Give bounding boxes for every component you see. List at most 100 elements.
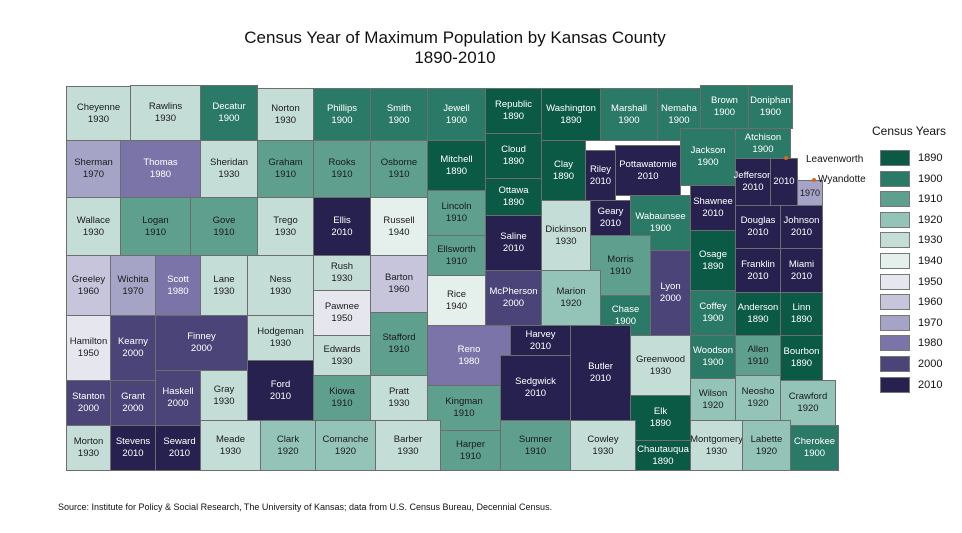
county-year: 1890	[560, 114, 582, 126]
county-name: Decatur	[212, 101, 246, 112]
county-sheridan: Sheridan 1930	[200, 140, 258, 198]
county-name: Thomas	[143, 157, 178, 168]
county-coffey: Coffey 1900	[690, 290, 736, 336]
county-name: Johnson	[783, 215, 820, 226]
county-year: 1930	[154, 113, 177, 124]
county-name: Greenwood	[635, 353, 686, 365]
county-callout-label: Wyandotte	[818, 174, 866, 185]
county-year: 1970	[799, 188, 821, 198]
county-name: Harper	[455, 438, 486, 450]
county-scott: Scott 1980	[155, 255, 201, 316]
county-year: 1940	[445, 300, 468, 312]
county-year: 1890	[502, 197, 525, 208]
legend-swatch	[880, 356, 910, 372]
county-year: 1970	[122, 285, 144, 297]
county-year: 2010	[589, 373, 612, 384]
county-year: 1900	[445, 114, 468, 126]
legend-item: 1960	[880, 294, 942, 311]
legend-label: 1900	[918, 172, 943, 185]
county-year: 1980	[458, 355, 480, 367]
county-year: 2010	[269, 390, 292, 402]
county-jefferson: Jefferson 2010	[734, 158, 772, 206]
county-year: 1960	[388, 284, 410, 295]
county-name: Ness	[269, 273, 292, 285]
county-kiowa: Kiowa 1910	[313, 375, 371, 421]
county-ford: Ford 2010	[247, 360, 314, 421]
county-name: Brown	[711, 95, 738, 106]
county-year: 1900	[752, 143, 774, 155]
county-year: 1900	[668, 114, 690, 126]
county-douglas: Douglas 2010	[735, 205, 781, 249]
county-year: 2010	[790, 270, 813, 282]
county-year: 2010	[529, 340, 552, 352]
county-name: Franklin	[741, 258, 775, 270]
county-year: 1960	[77, 285, 100, 297]
county-reno: Reno 1980	[427, 325, 511, 386]
county-name: Jewell	[443, 102, 470, 114]
county-name: Wabaunsee	[635, 211, 686, 222]
legend-label: 1940	[918, 255, 943, 267]
county-year: 1890	[445, 165, 468, 177]
county-year: 2010	[589, 175, 612, 187]
county-name: Nemaha	[661, 102, 697, 114]
county-logan: Logan 1910	[120, 197, 191, 256]
county-phillips: Phillips 1900	[313, 88, 371, 141]
legend-item: 1980	[880, 335, 942, 352]
county-name: Montgomery	[690, 433, 743, 445]
county-marion: Marion 1920	[541, 270, 601, 326]
county-stanton: Stanton 2000	[66, 380, 111, 426]
county-year: 1930	[82, 226, 105, 238]
county-haskell: Haskell 2000	[155, 370, 201, 426]
county-ottawa: Ottawa 1890	[485, 178, 542, 216]
county-year: 1970	[82, 169, 105, 180]
county-stevens: Stevens 2010	[110, 425, 156, 471]
county-year: 1900	[759, 107, 782, 118]
county-year: 2000	[77, 403, 100, 414]
county-year: 1950	[77, 348, 100, 359]
legend-label: 2000	[918, 358, 943, 370]
county-name: Barber	[393, 433, 423, 445]
county-year: 1900	[218, 113, 240, 124]
county-year: 1900	[388, 114, 410, 126]
county-anderson: Anderson 1890	[735, 292, 781, 336]
county-name: Meade	[215, 433, 246, 445]
county-year: 1890	[552, 170, 575, 182]
county-name: Greeley	[71, 273, 106, 285]
county-year: 1930	[331, 355, 353, 367]
county-name: Smith	[386, 102, 412, 114]
county-norton: Norton 1930	[257, 88, 314, 141]
county-name: Morris	[607, 253, 634, 265]
callout-dot	[784, 156, 788, 160]
county-year: 1910	[524, 445, 547, 457]
county-name: Shawnee	[693, 196, 733, 207]
legend-swatch	[880, 294, 910, 311]
county-name: Stevens	[115, 436, 151, 447]
county-name: Clay	[553, 158, 573, 170]
map-title: Census Year of Maximum Population by Kan…	[244, 28, 666, 47]
county-ellsworth: Ellsworth 1910	[427, 235, 486, 276]
county-thomas: Thomas 1980	[120, 140, 201, 198]
county-year: 1910	[747, 355, 769, 367]
county-name: Osborne	[380, 157, 418, 168]
county-year: 1910	[445, 213, 468, 224]
county-name: McPherson	[489, 286, 538, 297]
legend-swatch	[880, 314, 910, 331]
county-mcpherson: McPherson 2000	[485, 270, 542, 326]
county-name: Chautauqua	[637, 443, 689, 455]
county-johnson: Johnson 2010	[780, 205, 823, 249]
legend-item: 1970	[880, 314, 942, 331]
county-year: 1890	[790, 314, 813, 325]
county-lyon: Lyon 2000	[650, 250, 691, 336]
county-comanche: Comanche 1920	[315, 420, 376, 471]
county-name: Jackson	[690, 145, 726, 156]
county-year: 1930	[87, 113, 110, 125]
county-year: 1900	[331, 114, 353, 126]
county-cloud: Cloud 1890	[485, 133, 542, 179]
county-year: 1920	[797, 403, 819, 414]
county-year: 1900	[713, 107, 736, 118]
county-woodson: Woodson 1900	[690, 335, 736, 379]
county-year: 2000	[190, 343, 213, 354]
county-year: 1930	[213, 395, 235, 407]
county-name: Pratt	[388, 386, 410, 397]
